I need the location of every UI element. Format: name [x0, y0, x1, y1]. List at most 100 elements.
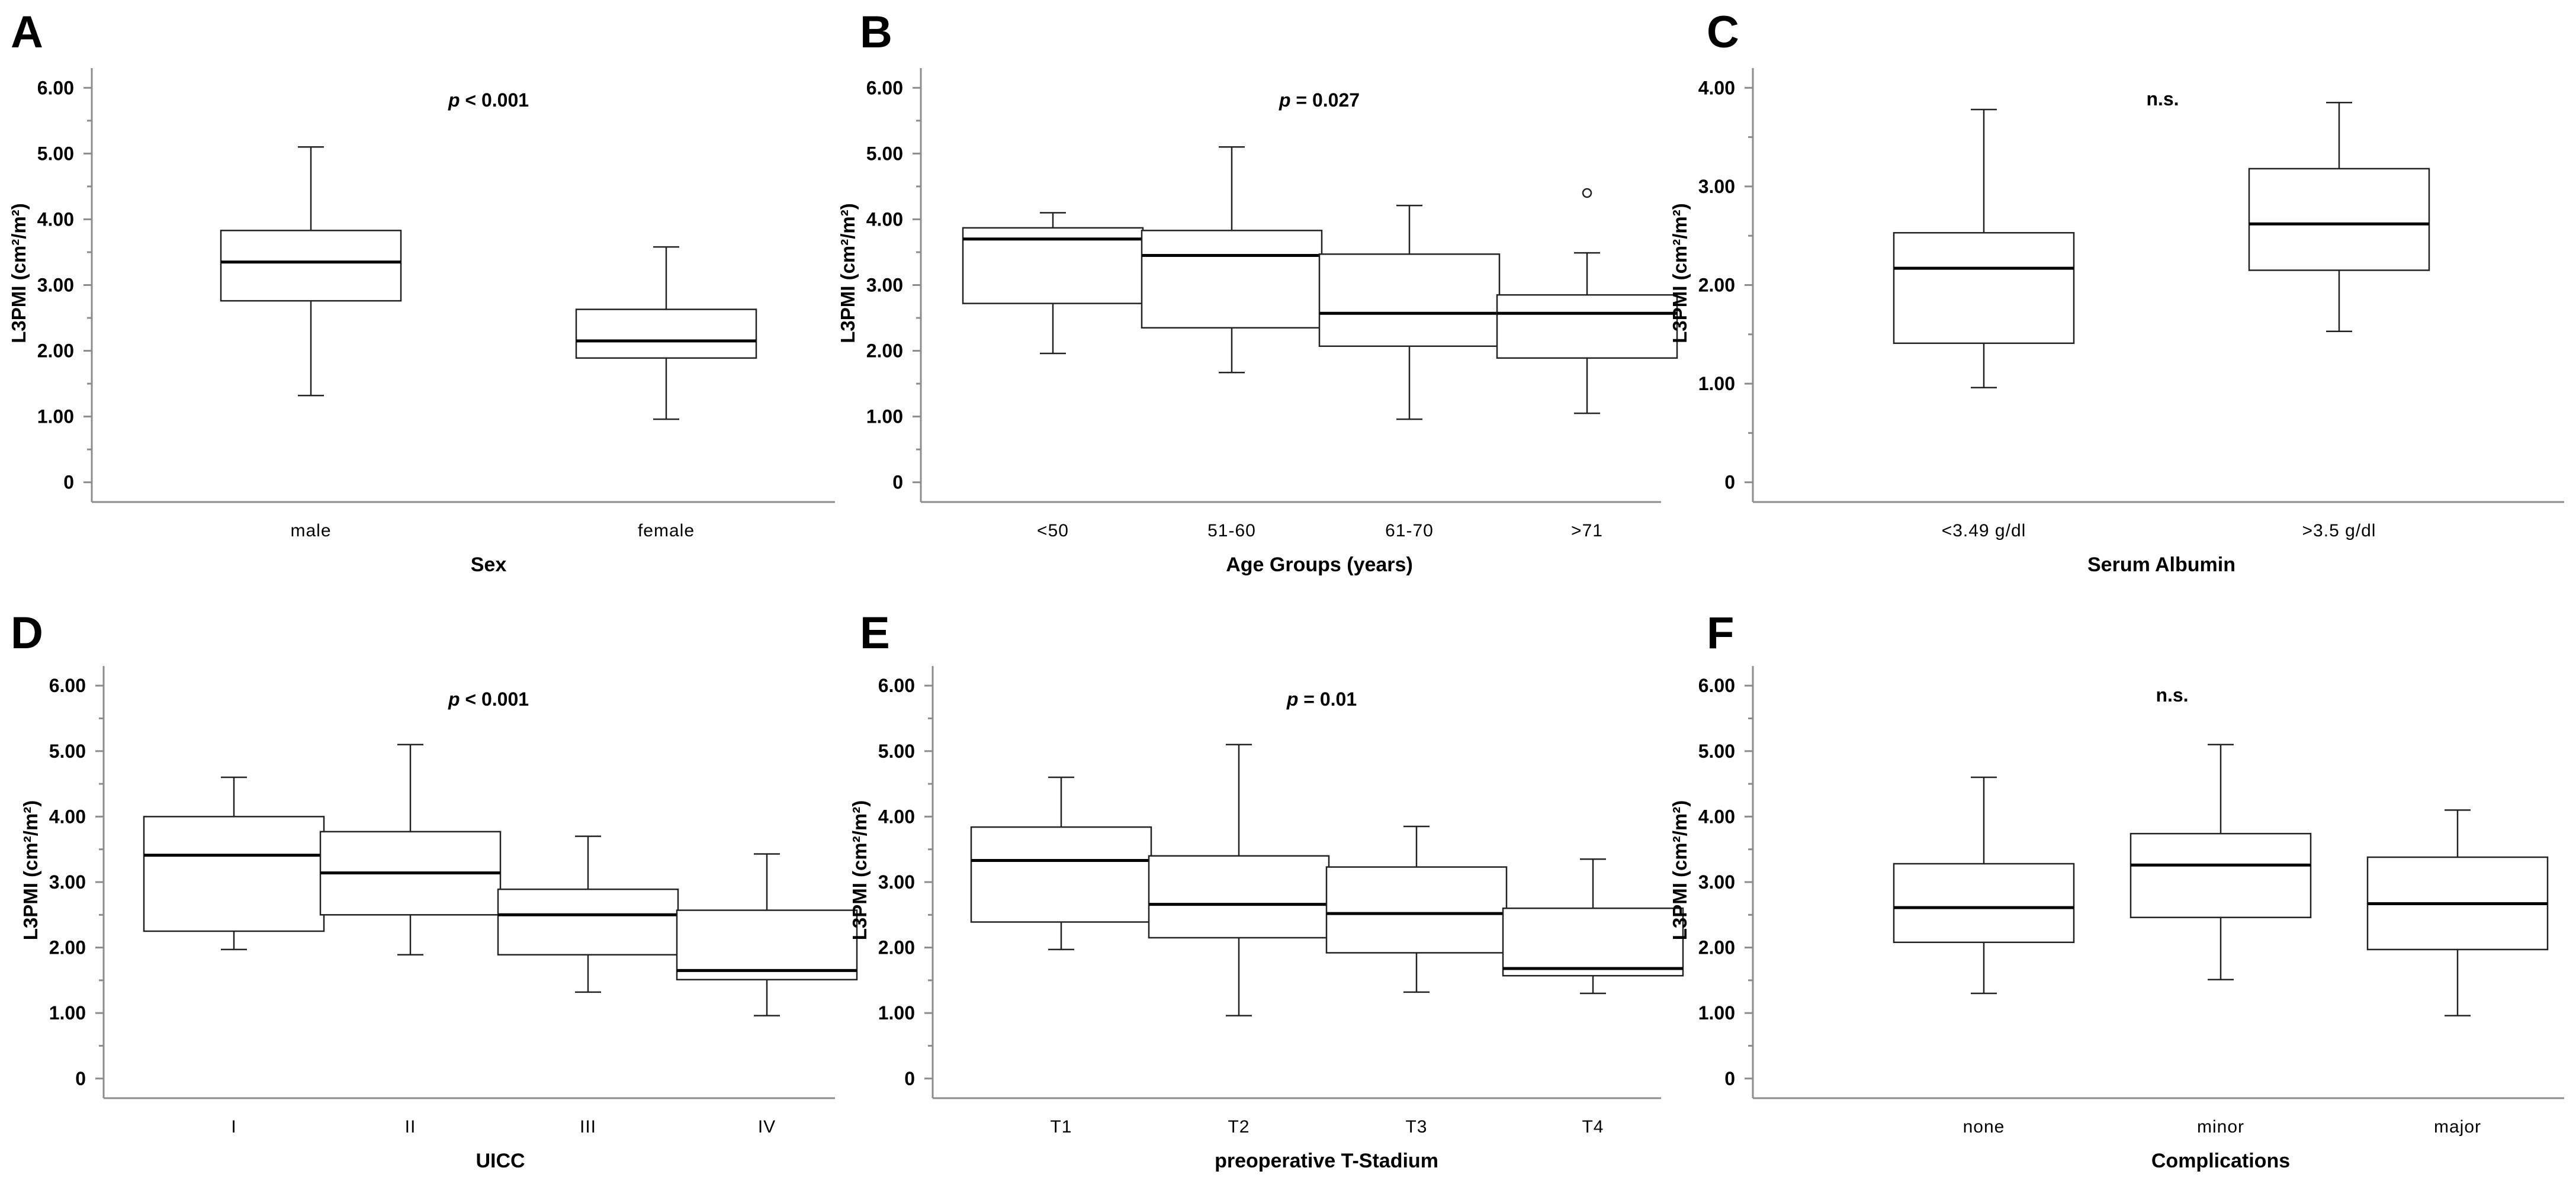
- iqr-box: [2248, 168, 2430, 271]
- y-tick-label: 1.00: [49, 1002, 86, 1024]
- x-tick-label: 61-70: [1385, 521, 1434, 540]
- p-value-annotation: n.s.: [2156, 684, 2188, 706]
- y-tick-label: 4.00: [1698, 806, 1735, 827]
- y-tick-label: 4.00: [1698, 77, 1735, 98]
- x-tick-label: major: [2434, 1117, 2481, 1137]
- panel-letter: D: [11, 608, 43, 658]
- box-51-60: [1141, 146, 1323, 374]
- y-tick-label: 3.00: [37, 275, 74, 296]
- box-female: [575, 246, 757, 420]
- panel-letter: A: [11, 7, 43, 57]
- y-tick-label: 5.00: [1698, 741, 1735, 762]
- x-tick-label: minor: [2197, 1117, 2244, 1137]
- x-tick-label: <3.49 g/dl: [1942, 521, 2026, 540]
- y-tick-label: 6.00: [878, 675, 915, 696]
- y-axis-label: L3PMI (cm²/m²): [1669, 800, 1691, 941]
- y-tick-label: 3.00: [1698, 176, 1735, 197]
- y-tick-label: 1.00: [878, 1002, 915, 1024]
- panel-a: A 0 1.00 2.00 3.00 4.00 5.00 6.00 L3PMI (cm²/m²)…: [8, 7, 835, 576]
- y-tick-label: 4.00: [49, 806, 86, 827]
- box-61-70: [1318, 204, 1501, 420]
- x-axis-label: Serum Albumin: [2087, 554, 2235, 576]
- x-tick-label: <50: [1037, 521, 1069, 540]
- box-iii: [497, 835, 679, 993]
- y-tick-label: 2.00: [49, 937, 86, 958]
- box--3-49-g-dl: [1893, 108, 2075, 389]
- panel-letter: E: [860, 608, 890, 658]
- panel-e: E 0 1.00 2.00 3.00 4.00 5.00 6.00 L3PMI (cm²/m²)…: [849, 608, 1684, 1172]
- iqr-box: [2129, 832, 2312, 918]
- box-iv: [676, 853, 858, 1016]
- box-ii: [319, 744, 502, 956]
- y-tick-label: 0: [1724, 1068, 1735, 1089]
- p-value-annotation: p = 0.01: [1286, 688, 1357, 710]
- y-tick-label: 6.00: [49, 675, 86, 696]
- box-male: [220, 146, 402, 397]
- iqr-box: [1141, 230, 1323, 329]
- x-axis-label: Age Groups (years): [1226, 554, 1413, 576]
- panel-letter: B: [860, 7, 892, 57]
- y-tick-label: 2.00: [866, 340, 903, 362]
- y-tick-label: 4.00: [37, 208, 74, 230]
- iqr-box: [1325, 866, 1508, 954]
- y-tick-label: 1.00: [1698, 373, 1735, 394]
- iqr-box: [220, 230, 402, 302]
- y-axis-label: L3PMI (cm²/m²): [8, 203, 30, 343]
- panel-letter: F: [1707, 608, 1734, 658]
- y-axis-label: L3PMI (cm²/m²): [20, 800, 41, 941]
- y-axis-label: L3PMI (cm²/m²): [849, 800, 871, 941]
- y-tick-label: 5.00: [49, 741, 86, 762]
- y-tick-label: 5.00: [878, 741, 915, 762]
- box--71: [1496, 188, 1678, 414]
- x-axis-label: preoperative T-Stadium: [1215, 1150, 1438, 1172]
- p-value-annotation: p < 0.001: [448, 89, 529, 111]
- box-none: [1893, 776, 2075, 995]
- iqr-box: [970, 826, 1152, 923]
- x-tick-label: none: [1963, 1117, 2005, 1137]
- p-value-annotation: n.s.: [2146, 88, 2179, 110]
- iqr-box: [1502, 907, 1684, 977]
- panel-f: F 0 1.00 2.00 3.00 4.00 5.00 6.00 L3PMI (cm²/m²)…: [1669, 608, 2564, 1172]
- y-tick-label: 2.00: [1698, 275, 1735, 296]
- x-tick-label: T4: [1582, 1117, 1604, 1137]
- y-tick-label: 3.00: [878, 871, 915, 893]
- iqr-box: [1148, 855, 1330, 939]
- y-axis-label: L3PMI (cm²/m²): [837, 203, 859, 343]
- y-tick-label: 0: [1724, 472, 1735, 493]
- iqr-box: [1893, 863, 2075, 944]
- outlier-point: [1582, 188, 1592, 198]
- y-tick-label: 3.00: [866, 275, 903, 296]
- iqr-box: [1318, 253, 1501, 348]
- y-tick-label: 0: [75, 1068, 86, 1089]
- y-tick-label: 6.00: [866, 77, 903, 98]
- iqr-box: [497, 888, 679, 956]
- y-tick-label: 5.00: [37, 143, 74, 164]
- panel-c: C 0 1.00 2.00 3.00 4.00 L3PMI (cm²/m²) n.s. <3.4…: [1669, 7, 2564, 576]
- y-tick-label: 2.00: [1698, 937, 1735, 958]
- box-t4: [1502, 858, 1684, 995]
- iqr-box: [143, 816, 325, 932]
- p-value-annotation: p = 0.027: [1279, 89, 1360, 111]
- x-tick-label: T1: [1050, 1117, 1072, 1137]
- iqr-box: [1893, 231, 2075, 345]
- box-t2: [1148, 744, 1330, 1016]
- y-tick-label: 0: [892, 472, 903, 493]
- y-tick-label: 6.00: [37, 77, 74, 98]
- x-tick-label: female: [638, 521, 695, 540]
- y-tick-label: 4.00: [878, 806, 915, 827]
- p-value-annotation: p < 0.001: [448, 688, 529, 710]
- x-axis-label: Complications: [2151, 1150, 2290, 1172]
- y-tick-label: 6.00: [1698, 675, 1735, 696]
- x-axis-label: Sex: [471, 554, 507, 576]
- y-tick-label: 3.00: [1698, 871, 1735, 893]
- iqr-box: [1496, 294, 1678, 359]
- x-tick-label: >71: [1571, 521, 1603, 540]
- x-tick-label: T2: [1228, 1117, 1250, 1137]
- y-tick-label: 1.00: [866, 406, 903, 427]
- iqr-box: [575, 308, 757, 359]
- y-tick-label: 1.00: [37, 406, 74, 427]
- panel-letter: C: [1707, 7, 1739, 57]
- y-tick-label: 0: [904, 1068, 915, 1089]
- x-tick-label: III: [580, 1117, 596, 1137]
